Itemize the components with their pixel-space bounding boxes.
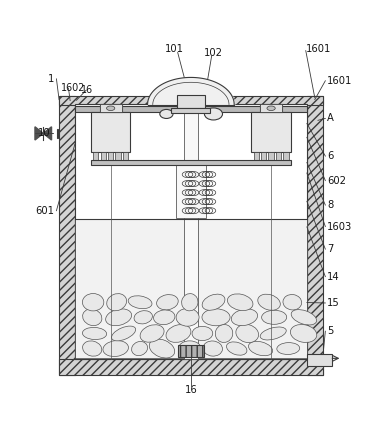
Ellipse shape [82, 341, 102, 356]
Bar [123, 152, 128, 160]
Ellipse shape [160, 109, 173, 119]
Ellipse shape [166, 325, 191, 342]
Text: 602: 602 [327, 175, 346, 186]
Ellipse shape [181, 293, 198, 311]
Ellipse shape [260, 327, 286, 340]
Bar [284, 152, 289, 160]
Bar [75, 219, 307, 358]
Ellipse shape [156, 295, 178, 310]
Bar [91, 112, 130, 152]
Polygon shape [35, 127, 43, 140]
Bar [268, 152, 274, 160]
Ellipse shape [128, 296, 152, 309]
Bar [75, 104, 307, 359]
Ellipse shape [132, 341, 147, 356]
Text: 601: 601 [36, 206, 54, 216]
Bar [59, 96, 323, 104]
Text: 6: 6 [327, 151, 334, 161]
Bar [93, 152, 98, 160]
Ellipse shape [204, 108, 223, 120]
Bar [100, 104, 122, 112]
Ellipse shape [192, 326, 213, 341]
Text: 16: 16 [184, 385, 197, 395]
Ellipse shape [236, 325, 259, 343]
Ellipse shape [277, 343, 300, 354]
Ellipse shape [291, 309, 317, 325]
Ellipse shape [202, 309, 230, 326]
Bar [116, 152, 121, 160]
Bar [101, 152, 106, 160]
Bar [307, 354, 332, 366]
Ellipse shape [82, 327, 107, 340]
Text: 102: 102 [204, 48, 223, 58]
Ellipse shape [215, 325, 233, 342]
Ellipse shape [140, 325, 164, 342]
Bar [108, 152, 113, 160]
Bar [91, 160, 291, 165]
Bar [59, 96, 75, 375]
Ellipse shape [258, 294, 280, 310]
Ellipse shape [248, 341, 273, 356]
Text: 7: 7 [327, 244, 334, 254]
Bar [184, 111, 198, 359]
Ellipse shape [107, 293, 127, 311]
Ellipse shape [103, 341, 129, 357]
Text: 1601: 1601 [327, 76, 353, 86]
Bar [276, 152, 281, 160]
Bar [176, 164, 206, 218]
Text: 1603: 1603 [327, 222, 352, 231]
Text: 14: 14 [327, 272, 340, 281]
Ellipse shape [267, 106, 275, 111]
Bar [251, 112, 291, 152]
Text: 1: 1 [48, 74, 54, 84]
Ellipse shape [202, 294, 225, 310]
Ellipse shape [226, 342, 247, 355]
Ellipse shape [203, 341, 223, 356]
Bar [260, 104, 282, 112]
Bar [178, 345, 204, 357]
Bar [172, 108, 210, 113]
Bar [254, 152, 259, 160]
Ellipse shape [82, 293, 104, 311]
Ellipse shape [262, 310, 287, 324]
Ellipse shape [149, 339, 175, 358]
Bar [261, 152, 266, 160]
Ellipse shape [83, 309, 102, 325]
Bar [260, 104, 282, 111]
Ellipse shape [231, 309, 257, 325]
Text: 1601: 1601 [306, 44, 331, 54]
Ellipse shape [107, 106, 115, 111]
Ellipse shape [134, 311, 152, 324]
Bar [75, 106, 307, 111]
Bar [177, 95, 205, 108]
Text: 101: 101 [164, 44, 183, 54]
Ellipse shape [283, 294, 302, 310]
Bar [100, 104, 122, 111]
Text: 10: 10 [38, 128, 51, 139]
Text: 15: 15 [327, 298, 340, 308]
Ellipse shape [178, 341, 201, 356]
Text: 8: 8 [327, 200, 333, 210]
Ellipse shape [105, 309, 132, 326]
Text: A: A [327, 113, 334, 123]
Text: 1602: 1602 [61, 83, 85, 93]
Ellipse shape [290, 325, 317, 342]
Text: 5: 5 [327, 326, 334, 336]
Polygon shape [43, 127, 51, 140]
Ellipse shape [176, 309, 199, 326]
Bar [59, 359, 323, 375]
Ellipse shape [112, 326, 136, 341]
Ellipse shape [153, 310, 175, 325]
Bar [307, 96, 323, 375]
Text: 16: 16 [81, 85, 93, 95]
Ellipse shape [228, 294, 253, 310]
